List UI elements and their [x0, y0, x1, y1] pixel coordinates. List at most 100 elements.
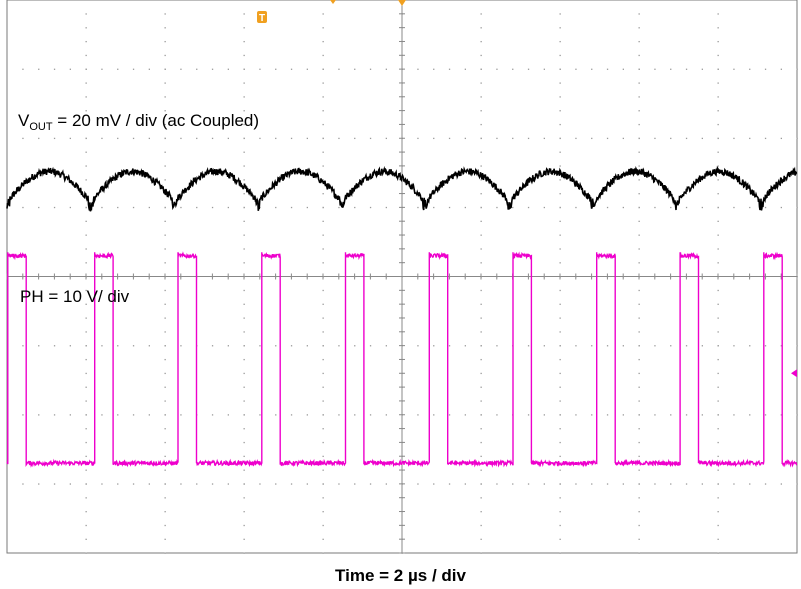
grid-dot	[717, 110, 719, 112]
grid-dot	[717, 234, 719, 236]
grid-dot	[322, 220, 324, 222]
grid-dot	[243, 289, 245, 292]
grid-dot	[211, 483, 214, 485]
grid-dot	[164, 414, 166, 416]
grid-dot	[464, 414, 466, 416]
grid-dot	[211, 137, 214, 140]
grid-dot	[717, 358, 719, 361]
grid-dot	[464, 137, 466, 140]
grid-dot	[480, 206, 482, 209]
grid-dot	[559, 358, 561, 361]
traces	[6, 165, 798, 468]
grid-dot	[85, 137, 87, 140]
vout-label-rest: = 20 mV / div (ac Coupled)	[53, 111, 259, 130]
grid-dot	[306, 483, 308, 485]
grid-dot	[164, 220, 166, 222]
grid-dot	[243, 40, 245, 43]
grid-dot	[243, 428, 245, 430]
grid-dot	[243, 110, 245, 112]
grid-dot	[85, 234, 87, 236]
grid-dot	[480, 289, 482, 292]
grid-dot	[101, 483, 103, 485]
grid-dot	[275, 483, 277, 485]
grid-dot	[559, 414, 561, 416]
grid-dot	[638, 206, 640, 209]
grid-dot	[354, 137, 356, 140]
grid-dot	[638, 13, 640, 15]
grid-dot	[85, 414, 87, 416]
grid-dot	[322, 538, 324, 540]
grid-dot	[638, 82, 640, 84]
grid-dot	[243, 303, 245, 305]
grid-dot	[780, 137, 782, 140]
grid-dot	[480, 469, 482, 471]
grid-dot	[164, 358, 166, 361]
grid-dot	[354, 68, 356, 70]
grid-dot	[717, 400, 719, 402]
grid-dot	[717, 386, 719, 388]
grid-dot	[227, 345, 229, 347]
grid-dot	[685, 414, 688, 416]
grid-dot	[496, 137, 498, 140]
grid-dot	[322, 13, 324, 15]
grid-dot	[780, 483, 782, 485]
grid-dot	[85, 248, 87, 250]
grid-dot	[559, 248, 561, 250]
grid-dot	[306, 414, 308, 416]
grid-dot	[85, 524, 87, 527]
grid-dot	[385, 137, 387, 140]
grid-dot	[148, 414, 150, 416]
grid-dot	[196, 483, 198, 485]
grid-dot	[338, 483, 340, 485]
grid-dot	[354, 414, 356, 416]
grid-dot	[417, 137, 419, 140]
grid-dot	[654, 345, 656, 347]
grid-dot	[338, 206, 340, 209]
grid-dot	[749, 206, 751, 209]
grid-dot	[480, 400, 482, 402]
grid-dot	[164, 289, 166, 292]
grid-dot	[638, 483, 640, 485]
grid-dot	[480, 110, 482, 112]
grid-dot	[354, 345, 356, 347]
grid-dot	[164, 40, 166, 43]
grid-dot	[322, 428, 324, 430]
grid-dot	[733, 137, 735, 140]
grid-dot	[480, 524, 482, 527]
grid-dot	[85, 331, 87, 333]
grid-dot	[591, 137, 593, 140]
grid-dot	[85, 552, 87, 554]
grid-dot	[433, 483, 435, 485]
grid-dot	[164, 372, 166, 375]
grid-dot	[717, 151, 719, 153]
grid-dot	[85, 469, 87, 471]
grid-dot	[559, 345, 561, 347]
ph-label: PH = 10 V/ div	[20, 287, 130, 306]
grid-dot	[559, 206, 561, 209]
grid-dot	[22, 137, 24, 140]
grid-dot	[322, 82, 324, 84]
grid-dot	[622, 68, 624, 70]
grid-dot	[559, 400, 561, 402]
grid-dot	[480, 82, 482, 84]
grid-dot	[385, 414, 387, 416]
grid-dot	[780, 414, 782, 416]
grid-dot	[164, 538, 166, 540]
grid-dot	[101, 206, 103, 209]
grid-dot	[448, 483, 451, 485]
vout-label-main: V	[18, 111, 30, 130]
grid-dot	[417, 483, 419, 485]
ph-level-marker	[791, 369, 797, 378]
grid-dot	[717, 372, 719, 375]
grid-dot	[322, 524, 324, 527]
grid-dot	[322, 68, 324, 70]
grid-dot	[796, 414, 798, 416]
grid-dot	[117, 68, 119, 70]
grid-dot	[164, 455, 166, 458]
grid-dot	[180, 483, 182, 485]
grid-dot	[717, 54, 719, 57]
grid-dot	[638, 497, 640, 499]
grid-dot	[606, 345, 609, 347]
grid-dot	[480, 386, 482, 388]
grid-dot	[69, 137, 71, 140]
